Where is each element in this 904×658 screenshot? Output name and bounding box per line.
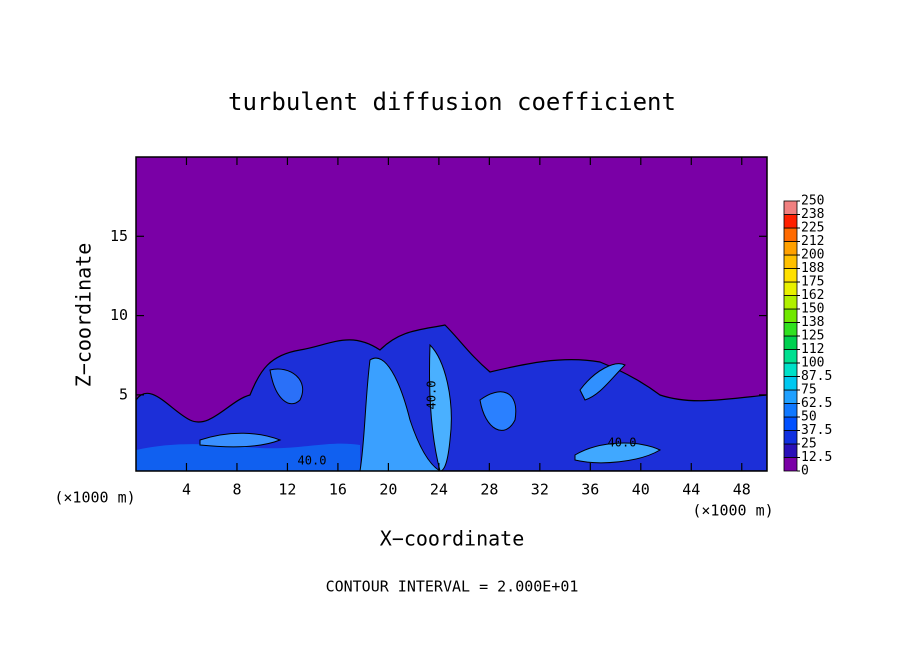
field-region [269, 368, 304, 405]
colorbar-label: 188 [801, 261, 824, 276]
colorbar-band [783, 254, 798, 269]
colorbar-band [783, 416, 798, 431]
x-tick-label: 48 [733, 481, 751, 499]
colorbar-label: 75 [801, 383, 817, 398]
y-tick-label: 5 [119, 385, 128, 403]
colorbar-label: 250 [801, 194, 824, 209]
colorbar-band [783, 335, 798, 350]
field [136, 157, 767, 471]
chart-title: turbulent diffusion coefficient [228, 88, 676, 116]
colorbar-label: 37.5 [801, 423, 832, 438]
colorbar-band [783, 200, 798, 215]
colorbar-band [783, 295, 798, 310]
colorbar-label: 162 [801, 288, 824, 303]
y-axis-label: Z−coordinate [72, 243, 96, 388]
colorbar-label: 25 [801, 437, 817, 452]
colorbar-label: 87.5 [801, 369, 832, 384]
colorbar-label: 238 [801, 207, 824, 222]
colorbar-label: 62.5 [801, 396, 832, 411]
colorbar-label: 150 [801, 302, 824, 317]
colorbar-label: 0 [801, 464, 809, 479]
colorbar-band [783, 241, 798, 256]
contour-label: 40.0 [425, 381, 439, 410]
colorbar-label: 225 [801, 221, 824, 236]
colorbar-label: 112 [801, 342, 824, 357]
x-tick-label: 36 [581, 481, 599, 499]
colorbar-band [783, 403, 798, 418]
contour-label: 40.0 [298, 454, 327, 468]
colorbar-band [783, 214, 798, 229]
colorbar-band [783, 443, 798, 458]
x-tick-label: 4 [182, 481, 191, 499]
x-tick-label: 24 [430, 481, 448, 499]
colorbar-band [783, 281, 798, 296]
colorbar-band [783, 362, 798, 377]
field-region [579, 363, 626, 401]
x-axis-label: X−coordinate [380, 527, 525, 551]
x-tick-label: 32 [531, 481, 549, 499]
x-tick-label: 44 [682, 481, 700, 499]
x-unit-label: (×1000 m) [54, 489, 135, 507]
colorbar-band [783, 457, 798, 472]
y-tick-label: 10 [110, 306, 128, 324]
x-tick-label: 12 [278, 481, 296, 499]
field-region [359, 357, 441, 471]
colorbar-band [783, 308, 798, 323]
colorbar-label: 12.5 [801, 450, 832, 465]
colorbar-label: 212 [801, 234, 824, 249]
colorbar-band [783, 389, 798, 404]
field-region [136, 443, 360, 471]
x-tick-label: 40 [632, 481, 650, 499]
colorbar-label: 100 [801, 356, 824, 371]
colorbar-label: 50 [801, 410, 817, 425]
colorbar-band [783, 322, 798, 337]
colorbar-label: 200 [801, 248, 824, 263]
plot-frame [135, 156, 768, 472]
footer-note: CONTOUR INTERVAL = 2.000E+01 [326, 578, 579, 596]
colorbar-band [783, 349, 798, 364]
y-tick-label: 15 [110, 227, 128, 245]
field-region [479, 391, 517, 431]
x-tick-label: 8 [232, 481, 241, 499]
x-tick-label: 28 [480, 481, 498, 499]
field-region [574, 442, 662, 464]
x-unit-label: (×1000 m) [692, 502, 773, 520]
field-region [136, 324, 767, 471]
colorbar-band [783, 268, 798, 283]
colorbar-label: 175 [801, 275, 824, 290]
colorbar-band [783, 227, 798, 242]
colorbar-label: 125 [801, 329, 824, 344]
x-tick-label: 20 [379, 481, 397, 499]
x-tick-label: 16 [329, 481, 347, 499]
colorbar-band [783, 430, 798, 445]
field-region [199, 432, 282, 448]
colorbar-label: 138 [801, 315, 824, 330]
field-region [428, 343, 452, 471]
contour-label: 40.0 [608, 436, 637, 450]
colorbar-band [783, 376, 798, 391]
